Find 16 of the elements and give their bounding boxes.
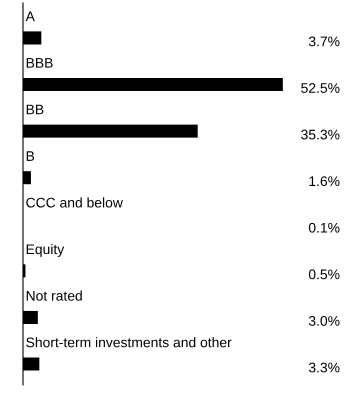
- data-label: 3.7%: [308, 36, 340, 46]
- y-tick-label: Equity: [26, 244, 64, 257]
- data-label: 0.5%: [308, 269, 340, 280]
- y-tick-label: BB: [26, 104, 44, 114]
- y-tick-label: CCC and below: [26, 197, 123, 208]
- data-label: 52.5%: [301, 83, 340, 93]
- y-tick-label: Not rated: [26, 290, 82, 301]
- y-tick-label: B: [26, 151, 34, 161]
- data-label: 3.3%: [308, 362, 340, 372]
- y-tick-label: Short-term investments and other: [26, 337, 232, 348]
- y-tick-label: A: [26, 12, 35, 22]
- data-label: 35.3%: [301, 130, 340, 140]
- data-label: 3.0%: [308, 316, 340, 326]
- data-label: 0.1%: [308, 222, 340, 233]
- data-label: 1.6%: [309, 176, 340, 186]
- y-tick-label: BBB: [26, 58, 53, 68]
